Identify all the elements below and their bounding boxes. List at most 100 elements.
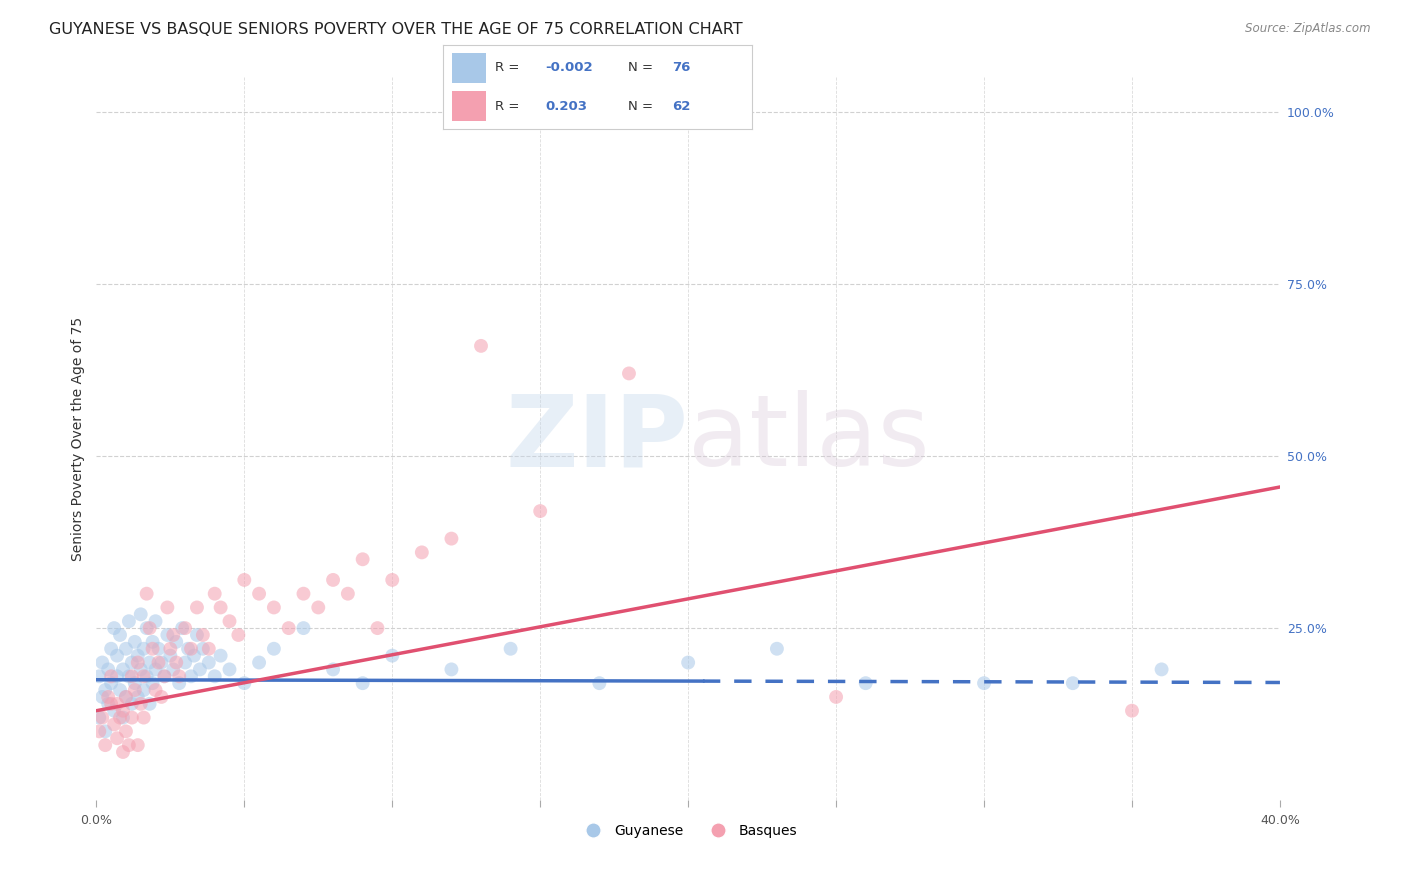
Point [277,621,299,635]
Point [135,669,157,683]
Point [381,573,404,587]
Point [247,587,270,601]
Point [108,710,131,724]
Point [156,628,179,642]
Point [108,628,131,642]
Point [105,731,128,746]
Point [129,662,152,676]
Point [165,635,187,649]
Point [336,587,359,601]
Point [132,683,155,698]
Point [118,738,141,752]
Point [132,669,155,683]
Point [153,669,176,683]
Point [218,614,240,628]
Point [162,662,184,676]
Text: GUYANESE VS BASQUE SENIORS POVERTY OVER THE AGE OF 75 CORRELATION CHART: GUYANESE VS BASQUE SENIORS POVERTY OVER … [49,22,742,37]
Point [94,683,117,698]
Point [352,552,374,566]
Point [115,641,138,656]
Point [172,621,194,635]
Point [145,614,167,628]
Point [135,621,157,635]
Point [263,600,285,615]
Point [145,683,167,698]
Point [617,367,640,381]
Text: 76: 76 [672,62,690,74]
Point [973,676,995,690]
Point [105,648,128,663]
Point [766,641,789,656]
Point [247,656,270,670]
Y-axis label: Seniors Poverty Over the Age of 75: Seniors Poverty Over the Age of 75 [72,317,86,561]
Point [352,676,374,690]
Point [138,697,160,711]
Point [127,656,149,670]
Point [91,656,114,670]
Point [499,641,522,656]
Point [165,656,187,670]
Point [91,690,114,704]
Point [186,600,208,615]
Point [307,600,329,615]
Point [209,600,232,615]
Point [124,683,146,698]
Point [440,662,463,676]
Point [115,724,138,739]
Point [111,710,134,724]
Point [156,600,179,615]
Point [180,641,202,656]
Point [150,690,173,704]
Point [148,656,170,670]
Point [228,628,250,642]
Point [142,635,165,649]
Point [127,738,149,752]
Point [103,717,125,731]
Point [411,545,433,559]
Point [1062,676,1084,690]
Point [292,621,315,635]
Point [132,710,155,724]
Point [162,628,184,642]
Point [183,648,205,663]
Text: 62: 62 [672,100,690,112]
Point [100,641,122,656]
Text: N =: N = [628,62,654,74]
Point [138,656,160,670]
Text: R =: R = [495,100,520,112]
Point [121,669,143,683]
Point [115,690,138,704]
Point [233,573,256,587]
Point [129,607,152,622]
Point [121,710,143,724]
Point [129,697,152,711]
Point [233,676,256,690]
Point [127,690,149,704]
Text: -0.002: -0.002 [546,62,592,74]
Point [825,690,848,704]
Point [204,587,226,601]
Point [124,635,146,649]
Point [97,697,120,711]
Text: 0.203: 0.203 [546,100,586,112]
Point [111,662,134,676]
Point [186,628,208,642]
Point [1121,704,1143,718]
Point [198,656,221,670]
Text: R =: R = [495,62,520,74]
Point [153,669,176,683]
Text: ZIP: ZIP [505,391,688,487]
Point [100,697,122,711]
Point [198,641,221,656]
Legend: Guyanese, Basques: Guyanese, Basques [574,819,803,844]
Point [177,641,200,656]
Point [204,669,226,683]
Bar [453,91,486,120]
Point [115,690,138,704]
Text: Source: ZipAtlas.com: Source: ZipAtlas.com [1246,22,1371,36]
Point [108,683,131,698]
Point [89,724,111,739]
Point [292,587,315,601]
Point [167,669,190,683]
Point [111,745,134,759]
